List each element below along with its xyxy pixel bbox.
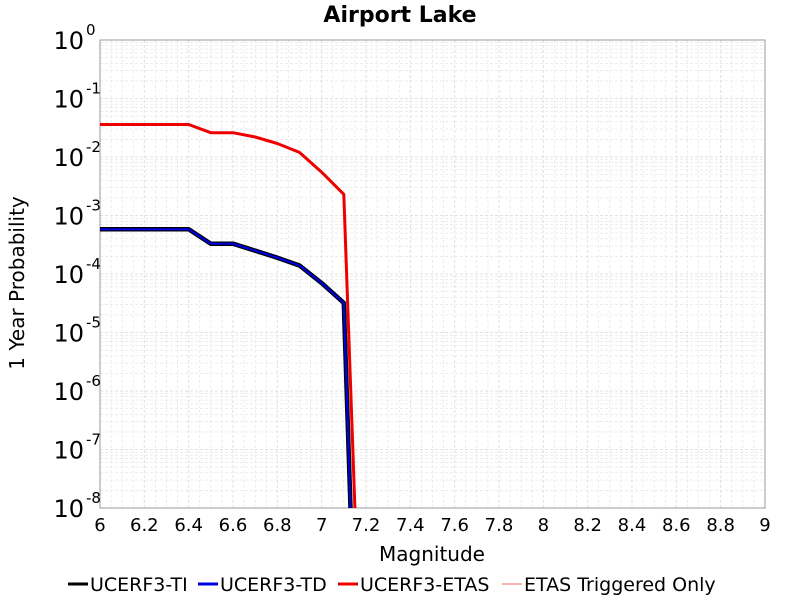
x-tick-label: 8.8 (706, 515, 735, 536)
y-tick-base: 10 (53, 320, 84, 348)
y-tick-base: 10 (53, 437, 84, 465)
y-tick-label: 10 -8 (53, 489, 101, 523)
grid (99, 40, 766, 509)
y-tick-exponent: -7 (86, 431, 101, 449)
y-tick-base: 10 (53, 378, 84, 406)
series-line-ucerf3-ti (100, 227, 353, 509)
y-tick-exponent: -2 (86, 138, 101, 156)
legend-item: UCERF3-TI (68, 574, 188, 596)
x-tick-label: 7.4 (396, 515, 425, 536)
x-tick-label: 8 (538, 515, 549, 536)
y-tick-base: 10 (53, 27, 84, 55)
y-tick-base: 10 (53, 495, 84, 523)
y-tick-base: 10 (53, 261, 84, 289)
y-axis-label: 1 Year Probability (5, 196, 29, 370)
y-tick-label: 10 -4 (53, 255, 101, 289)
y-tick-label: 10 -5 (53, 314, 101, 348)
y-tick-label: 10 -3 (53, 197, 101, 231)
legend-item: UCERF3-TD (198, 574, 327, 596)
x-tick-label: 7 (316, 515, 327, 536)
x-tick-label: 7.6 (440, 515, 469, 536)
y-tick-label: 10 -1 (53, 80, 101, 114)
legend-label: ETAS Triggered Only (524, 574, 716, 596)
plot-area (99, 39, 766, 509)
y-tick-exponent: -8 (86, 489, 101, 507)
x-tick-label: 8.6 (662, 515, 691, 536)
legend-label: UCERF3-TD (220, 574, 327, 596)
y-tick-exponent: -4 (86, 255, 101, 273)
x-tick-label: 6.2 (130, 515, 159, 536)
x-tick-label: 6.6 (219, 515, 248, 536)
x-tick-label: 8.2 (573, 515, 602, 536)
x-tick-label: 7.8 (485, 515, 514, 536)
y-tick-exponent: -6 (86, 372, 101, 390)
series-line-ucerf3-etas (100, 123, 357, 509)
y-tick-exponent: -3 (86, 197, 101, 215)
y-tick-base: 10 (53, 144, 84, 172)
legend: UCERF3-TI UCERF3-TD UCERF3-ETAS ETAS Trigge… (68, 574, 716, 596)
x-tick-label: 6.4 (174, 515, 203, 536)
x-tick-label: 6.8 (263, 515, 292, 536)
legend-label: UCERF3-ETAS (360, 574, 489, 596)
y-tick-label: 10 0 (53, 21, 95, 55)
series-layer (100, 123, 357, 509)
x-tick-labels: 6 6.2 6.4 6.6 6.8 7 7.2 7.4 7.6 7.8 8 8.2 8.4 8.6 8.8 9 (94, 515, 770, 536)
y-tick-exponent: 0 (86, 21, 96, 39)
y-tick-label: 10 -7 (53, 431, 101, 465)
y-tick-base: 10 (53, 86, 84, 114)
y-tick-label: 10 -6 (53, 372, 101, 406)
x-tick-label: 9 (759, 515, 770, 536)
x-tick-label: 6 (94, 515, 105, 536)
legend-label: UCERF3-TI (90, 574, 188, 596)
x-tick-label: 8.4 (618, 515, 647, 536)
y-tick-exponent: -1 (86, 80, 101, 98)
legend-item: UCERF3-ETAS (338, 574, 489, 596)
y-tick-exponent: -5 (86, 314, 101, 332)
chart-title: Airport Lake (323, 3, 476, 28)
x-tick-label: 7.2 (352, 515, 381, 536)
y-tick-base: 10 (53, 203, 84, 231)
series-line-ucerf3-td (100, 228, 352, 509)
legend-item: ETAS Triggered Only (502, 574, 716, 596)
y-tick-label: 10 -2 (53, 138, 101, 172)
x-axis-label: Magnitude (379, 542, 485, 566)
